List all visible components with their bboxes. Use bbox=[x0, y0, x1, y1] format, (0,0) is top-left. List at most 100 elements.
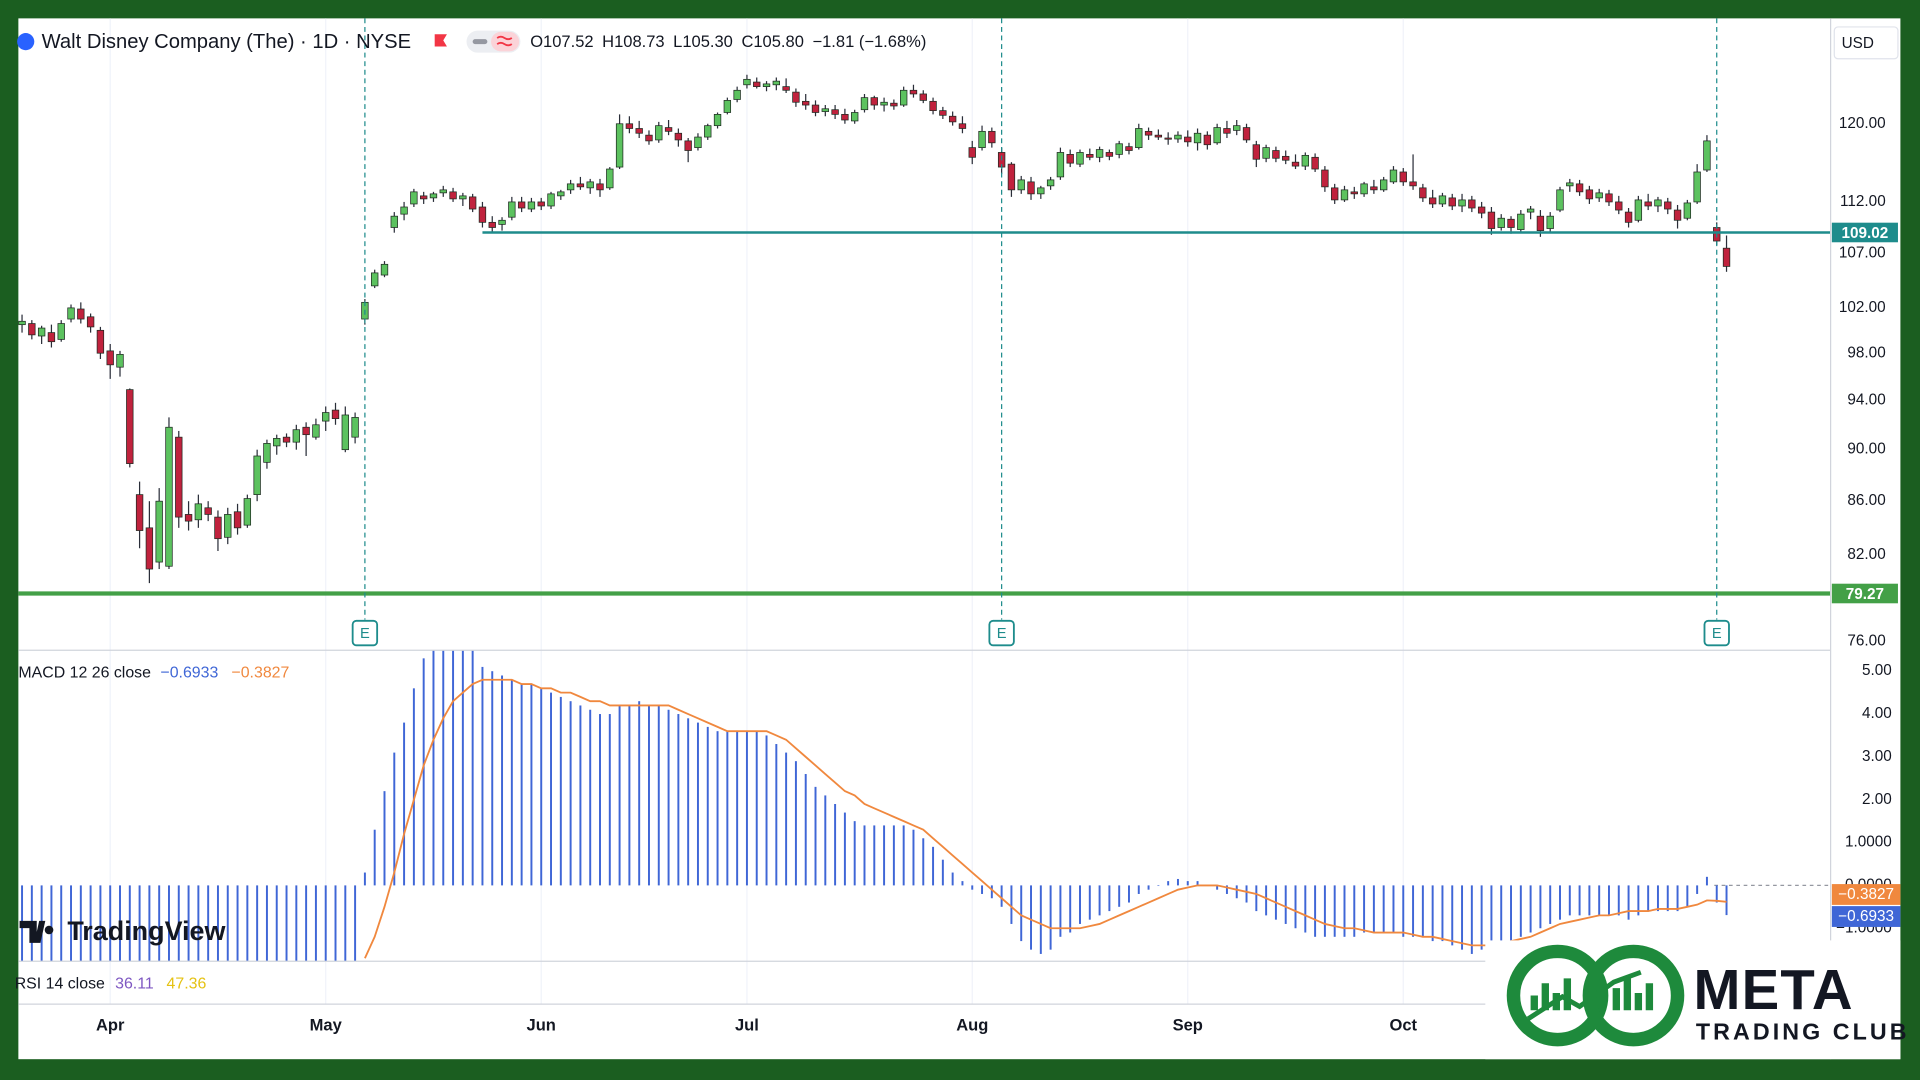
macd-bar bbox=[60, 885, 63, 962]
candle-body bbox=[28, 323, 36, 336]
macd-bar bbox=[736, 731, 739, 886]
candle-body bbox=[243, 498, 252, 526]
signal-value: −0.3827 bbox=[231, 665, 289, 682]
macd-bar bbox=[168, 885, 170, 962]
macd-bar bbox=[501, 675, 504, 886]
candle-body bbox=[596, 183, 604, 191]
macd-bar bbox=[1510, 885, 1512, 942]
macd-bar bbox=[1216, 885, 1219, 890]
x-tick-label: Sep bbox=[1173, 1015, 1203, 1034]
y-tick-label: 98.00 bbox=[1847, 344, 1885, 361]
candle-body bbox=[1566, 182, 1574, 187]
candle-body bbox=[145, 527, 154, 570]
macd-bar bbox=[1676, 885, 1679, 912]
macd-bar bbox=[1235, 885, 1238, 899]
candle-body bbox=[1311, 156, 1319, 170]
candle-body bbox=[1154, 134, 1163, 138]
y-tick-label: 86.00 bbox=[1847, 492, 1885, 509]
candle-body bbox=[1193, 132, 1202, 144]
candle-body bbox=[1184, 136, 1192, 143]
macd-bar bbox=[422, 658, 425, 886]
candle-body bbox=[331, 409, 340, 420]
candle-body bbox=[86, 316, 95, 328]
price-line-label: 109.02 bbox=[1841, 225, 1888, 242]
macd-bar bbox=[1323, 885, 1326, 937]
x-tick-label: Jul bbox=[735, 1015, 759, 1034]
candle-body bbox=[606, 168, 614, 189]
candle-body bbox=[1693, 171, 1701, 203]
candle-body bbox=[1242, 127, 1251, 141]
macd-bar bbox=[1617, 885, 1620, 916]
y-tick-label: 120.00 bbox=[1839, 115, 1886, 132]
candle-body bbox=[586, 181, 594, 189]
macd-value-box bbox=[1831, 884, 1901, 905]
candle-body bbox=[1066, 154, 1074, 164]
macd-bar bbox=[579, 705, 582, 886]
candle-body bbox=[322, 412, 330, 422]
macd-bar bbox=[648, 705, 650, 886]
candle-body bbox=[1262, 147, 1270, 159]
candle-body bbox=[948, 115, 957, 123]
macd-bar bbox=[687, 718, 690, 886]
candle-body bbox=[762, 83, 771, 87]
macd-bar bbox=[138, 885, 141, 962]
macd-bar bbox=[677, 714, 680, 886]
candle-body bbox=[733, 89, 741, 100]
candle-body bbox=[792, 91, 800, 103]
macd-bar bbox=[1529, 885, 1532, 933]
macd-bar bbox=[745, 731, 748, 886]
macd-bar bbox=[50, 885, 53, 962]
candle-body bbox=[390, 215, 398, 228]
macd-value-label: −0.6933 bbox=[1838, 908, 1894, 925]
macd-bar bbox=[79, 885, 82, 962]
candle-body bbox=[772, 80, 780, 86]
candle-body bbox=[351, 417, 359, 438]
macd-bar bbox=[628, 705, 631, 886]
candle-body bbox=[508, 201, 516, 218]
macd-bar bbox=[354, 885, 357, 962]
macd-bar bbox=[1705, 876, 1708, 886]
macd-bar bbox=[902, 825, 905, 886]
macd-bar bbox=[961, 881, 964, 886]
macd-bar bbox=[1392, 885, 1395, 933]
currency-box[interactable] bbox=[1833, 26, 1899, 60]
candle-body bbox=[1605, 193, 1613, 203]
candle-body bbox=[67, 307, 75, 320]
candle-body bbox=[1477, 206, 1486, 214]
candle-body bbox=[1105, 152, 1114, 157]
macd-bar bbox=[638, 701, 641, 886]
candle-body bbox=[517, 201, 526, 209]
macd-tick-label: 1.0000 bbox=[1845, 834, 1892, 851]
candle-body bbox=[1007, 163, 1016, 191]
macd-bar bbox=[1059, 885, 1062, 937]
macd-bar bbox=[207, 885, 210, 962]
candle-body bbox=[1086, 154, 1094, 158]
macd-bar bbox=[1539, 885, 1542, 929]
macd-bar bbox=[236, 885, 239, 962]
macd-bar bbox=[314, 885, 317, 962]
macd-bar bbox=[1490, 885, 1493, 950]
candle-body bbox=[1497, 217, 1505, 228]
candle-body bbox=[1252, 144, 1260, 160]
macd-bar bbox=[109, 885, 112, 962]
axes: 76.00 82.00 86.00 90.00 94.00 98.00 102.00 107.… bbox=[96, 18, 1901, 1034]
macd-bar bbox=[775, 744, 778, 886]
earnings-marker bbox=[1703, 619, 1730, 647]
candle-body bbox=[782, 86, 790, 91]
candle-body bbox=[1164, 137, 1172, 140]
candle-body bbox=[126, 389, 134, 464]
macd-bar bbox=[1578, 885, 1581, 916]
flag-icon[interactable] bbox=[434, 34, 447, 47]
candle-body bbox=[919, 93, 927, 101]
candle-body bbox=[429, 193, 438, 199]
candle-body bbox=[1458, 199, 1466, 207]
candle-body bbox=[1340, 189, 1349, 201]
macd-bar bbox=[510, 679, 513, 886]
meta-logo-icon bbox=[1506, 944, 1685, 1047]
macd-bar bbox=[1725, 885, 1728, 916]
candle-body bbox=[831, 109, 839, 115]
symbol-title: Walt Disney Company (The) · 1D · NYSE bbox=[42, 31, 411, 53]
candle-body bbox=[939, 110, 947, 116]
macd-bar bbox=[1049, 885, 1052, 950]
